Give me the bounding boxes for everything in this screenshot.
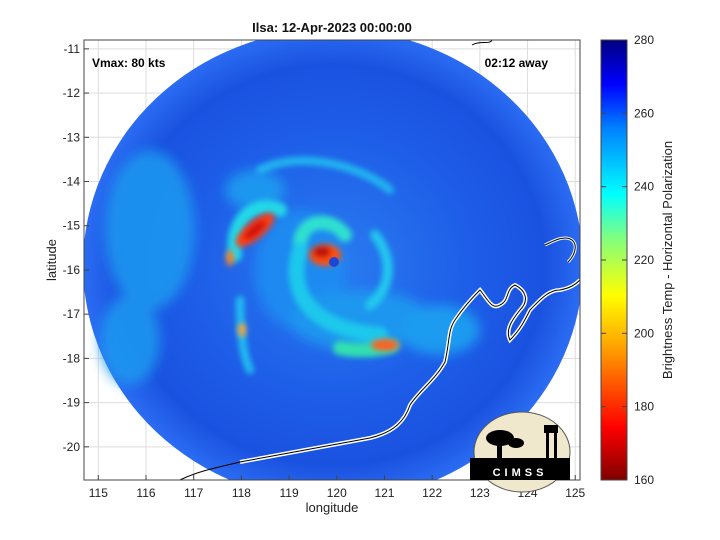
y-tick-label: -14 <box>63 175 81 189</box>
y-tick-label: -16 <box>63 263 81 277</box>
y-axis-ticks: -11 -12 -13 -14 -15 -16 -17 -18 -19 -20 <box>63 42 89 454</box>
colorbar-label: Brightness Temp - Horizontal Polarizatio… <box>660 141 675 379</box>
y-tick-label: -15 <box>63 219 81 233</box>
colorbar-tick-label: 280 <box>634 33 654 47</box>
cimss-logo: CIMSS <box>470 411 571 493</box>
x-tick-label: 122 <box>422 486 442 500</box>
x-tick-label: 119 <box>280 486 299 500</box>
svg-text:CIMSS: CIMSS <box>493 467 548 479</box>
x-tick-label: 121 <box>374 486 394 500</box>
y-axis-label: latitude <box>44 239 59 281</box>
y-tick-label: -17 <box>63 307 81 321</box>
x-tick-label: 115 <box>89 486 108 500</box>
y-tick-label: -20 <box>63 440 81 454</box>
x-tick-label: 125 <box>565 486 585 500</box>
x-tick-label: 123 <box>470 486 490 500</box>
x-tick-label: 117 <box>184 486 203 500</box>
x-axis-label: longitude <box>306 500 359 515</box>
brightness-temperature-swath <box>84 40 580 480</box>
time-away-annotation: 02:12 away <box>485 56 549 70</box>
y-tick-label: -18 <box>63 351 81 365</box>
colorbar-tick-label: 180 <box>634 400 654 414</box>
y-tick-label: -13 <box>63 130 81 144</box>
x-tick-label: 116 <box>136 486 155 500</box>
colorbar-tick-label: 240 <box>634 180 654 194</box>
y-tick-label: -19 <box>63 396 81 410</box>
colorbar-tick-label: 160 <box>634 473 654 487</box>
x-tick-label: 120 <box>327 486 347 500</box>
y-tick-label: -11 <box>64 42 81 56</box>
colorbar-tick-label: 260 <box>634 106 654 120</box>
y-tick-label: -12 <box>63 86 81 100</box>
colorbar-ticks: 160 180 200 220 240 260 280 <box>601 33 654 487</box>
x-tick-label: 118 <box>232 486 251 500</box>
chart-title: Ilsa: 12-Apr-2023 00:00:00 <box>252 20 412 35</box>
colorbar-tick-label: 220 <box>634 253 654 267</box>
vmax-annotation: Vmax: 80 kts <box>92 56 166 70</box>
colorbar-tick-label: 200 <box>634 326 654 340</box>
